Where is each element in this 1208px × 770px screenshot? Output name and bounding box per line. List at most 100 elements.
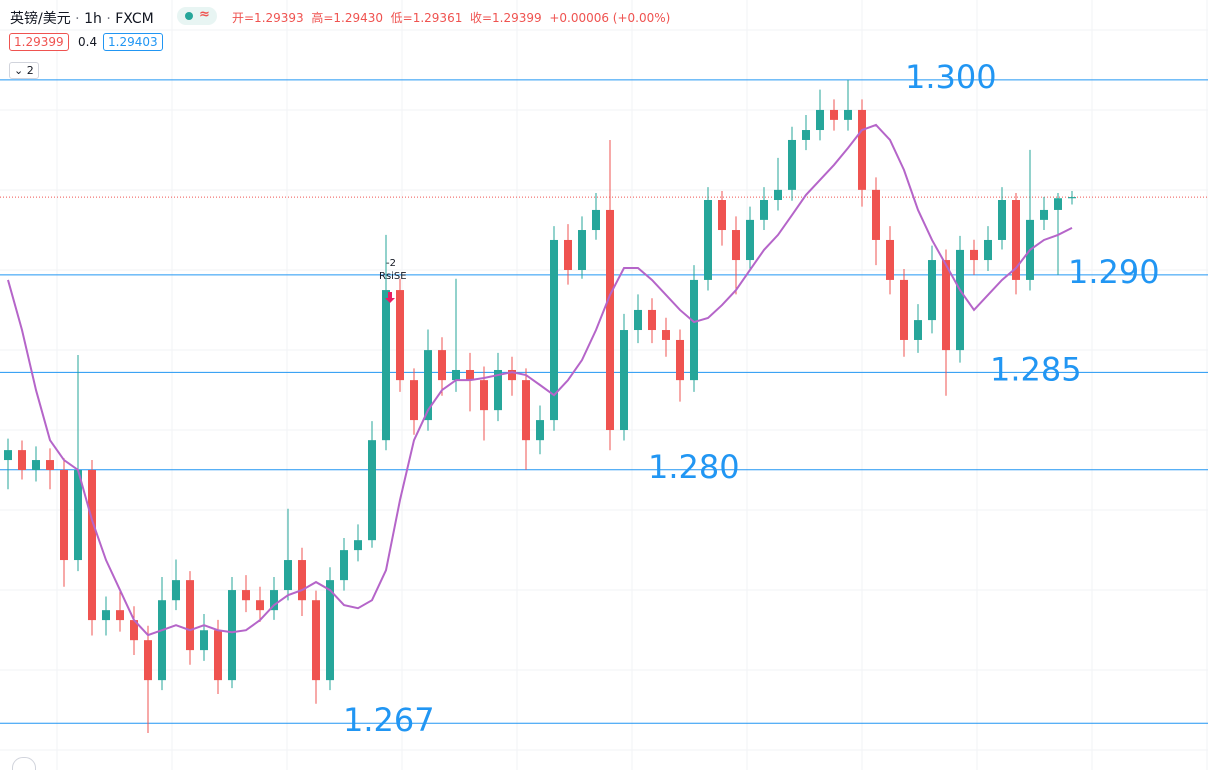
candle-body bbox=[354, 540, 362, 551]
symbol[interactable]: 英镑/美元 bbox=[10, 11, 71, 27]
candle-body bbox=[1054, 198, 1062, 210]
candle-body bbox=[4, 450, 12, 461]
ask-price[interactable]: 1.29403 bbox=[103, 33, 163, 51]
candle-body bbox=[536, 420, 544, 441]
candle-body bbox=[844, 109, 852, 120]
candle-body bbox=[74, 469, 82, 561]
candle-body bbox=[704, 200, 712, 280]
candle-body bbox=[88, 469, 96, 621]
ohlc-change: +0.00006 (+0.00%) bbox=[549, 11, 671, 25]
candle-body bbox=[46, 460, 54, 470]
candle-body bbox=[550, 239, 558, 421]
market-status[interactable]: ≈ bbox=[177, 7, 217, 25]
ohlc-close: 收=1.29399 bbox=[469, 11, 542, 25]
candle-body bbox=[382, 290, 390, 441]
candle-body bbox=[368, 440, 376, 541]
candle-body bbox=[662, 330, 670, 340]
candle-body bbox=[760, 200, 768, 220]
source: FXCM bbox=[115, 11, 154, 27]
candle-body bbox=[116, 610, 124, 621]
candle-body bbox=[578, 230, 586, 270]
moving-average bbox=[7, 123, 1073, 637]
ohlc-low: 低=1.29361 bbox=[390, 11, 463, 25]
candle-body bbox=[956, 249, 964, 351]
candle-body bbox=[634, 309, 642, 331]
candle-body bbox=[158, 600, 166, 681]
candle-body bbox=[326, 580, 334, 681]
candle-body bbox=[872, 189, 880, 240]
candle-body bbox=[914, 320, 922, 340]
symbol-row: 英镑/美元 · 1h · FXCM bbox=[10, 11, 154, 27]
candle-body bbox=[186, 580, 194, 651]
candle-body bbox=[396, 290, 404, 381]
spread: 0.4 bbox=[78, 35, 98, 49]
level-label: 1.300 bbox=[905, 58, 997, 96]
level-label: 1.285 bbox=[990, 350, 1082, 388]
candle-body bbox=[774, 189, 782, 201]
candle-body bbox=[284, 560, 292, 591]
candle-body bbox=[60, 469, 68, 561]
candle-body bbox=[130, 620, 138, 641]
candle-body bbox=[718, 200, 726, 231]
ohlc-row: 开=1.29393 高=1.29430 低=1.29361 收=1.29399 … bbox=[232, 9, 670, 26]
candle-body bbox=[424, 350, 432, 421]
candle-body bbox=[592, 209, 600, 231]
candle-body bbox=[340, 550, 348, 581]
signal-count: -2 bbox=[386, 258, 396, 269]
candle-body bbox=[480, 380, 488, 411]
candle-body bbox=[452, 369, 460, 381]
candle-body bbox=[312, 600, 320, 681]
collapse-button[interactable]: ⌄ 2 bbox=[9, 62, 39, 79]
candle-body bbox=[200, 630, 208, 651]
candle-body bbox=[746, 219, 754, 261]
candle-body bbox=[564, 239, 572, 270]
candle-body bbox=[676, 339, 684, 381]
candle-body bbox=[606, 209, 614, 431]
candle-body bbox=[886, 239, 894, 280]
level-label: 1.280 bbox=[648, 448, 740, 486]
candle-body bbox=[816, 109, 824, 131]
level-label: 1.267 bbox=[343, 701, 435, 739]
scroll-button[interactable] bbox=[12, 757, 36, 770]
candle-body bbox=[508, 369, 516, 381]
candle-body bbox=[970, 249, 978, 261]
candle-body bbox=[998, 200, 1006, 240]
candle-body bbox=[256, 600, 264, 611]
candle-body bbox=[494, 369, 502, 411]
candle-body bbox=[102, 610, 110, 621]
candle-body bbox=[438, 350, 446, 381]
candle-body bbox=[242, 590, 250, 601]
candle-body bbox=[732, 230, 740, 261]
candle-body bbox=[410, 380, 418, 421]
candle-body bbox=[144, 640, 152, 681]
interval[interactable]: 1h bbox=[84, 11, 102, 27]
candle-body bbox=[228, 590, 236, 681]
candle-body bbox=[172, 580, 180, 601]
level-label: 1.290 bbox=[1068, 253, 1160, 291]
candle-body bbox=[690, 279, 698, 381]
candle-body bbox=[466, 369, 474, 381]
collapse-count: 2 bbox=[26, 64, 34, 77]
signal-label: RsiSE bbox=[379, 271, 407, 282]
candle-body bbox=[858, 109, 866, 190]
signal-arrow bbox=[385, 292, 395, 303]
candle-body bbox=[522, 380, 530, 441]
candle-body bbox=[1068, 197, 1076, 199]
candle-body bbox=[928, 260, 936, 321]
candle-body bbox=[214, 630, 222, 681]
candle-body bbox=[648, 309, 656, 331]
candle-body bbox=[900, 279, 908, 340]
bid-price[interactable]: 1.29399 bbox=[9, 33, 69, 51]
candle-body bbox=[942, 260, 950, 351]
ohlc-high: 高=1.29430 bbox=[311, 11, 384, 25]
candle-body bbox=[802, 130, 810, 140]
candle-body bbox=[18, 450, 26, 470]
candle-body bbox=[270, 590, 278, 611]
candle-body bbox=[788, 139, 796, 190]
candle-body bbox=[32, 460, 40, 470]
candle-body bbox=[1012, 200, 1020, 280]
candle-body bbox=[1040, 209, 1048, 220]
candle-body bbox=[830, 109, 838, 120]
